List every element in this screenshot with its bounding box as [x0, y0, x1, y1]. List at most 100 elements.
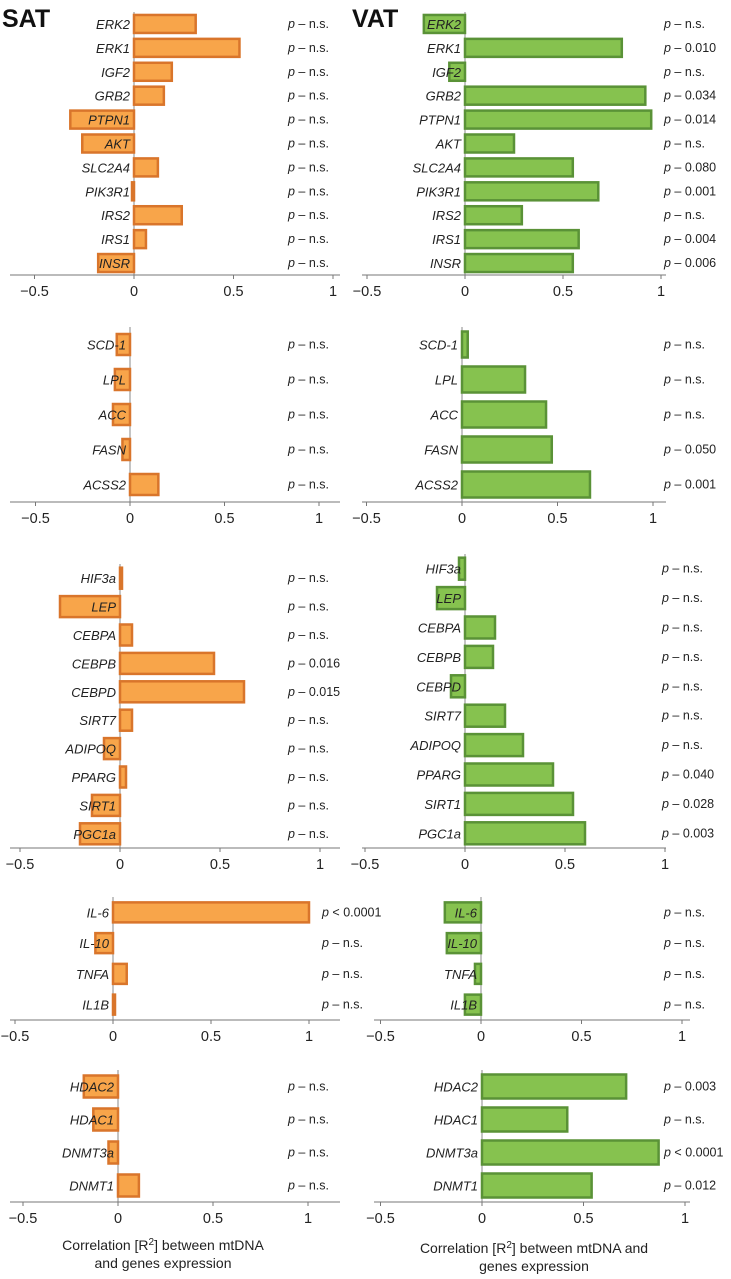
- p-symbol: p: [287, 338, 295, 352]
- p-value-label: p – n.s.: [287, 770, 329, 784]
- bar-tnfa: [111, 962, 128, 986]
- p-symbol: p: [661, 562, 669, 576]
- p-symbol: p: [661, 679, 669, 693]
- gene-label: AKT: [435, 137, 462, 152]
- p-symbol: p: [663, 256, 671, 270]
- p-symbol: p: [287, 89, 295, 103]
- x-tick-label: 0: [461, 284, 469, 300]
- x-tick-label: 1: [678, 1029, 686, 1045]
- p-value-label: p – n.s.: [663, 137, 705, 151]
- p-symbol: p: [663, 184, 671, 198]
- sat-x-axis-label: Correlation [R2] between mtDNA: [62, 1237, 264, 1253]
- p-value-label: p – n.s.: [663, 17, 705, 31]
- p-value: – n.s.: [295, 600, 329, 614]
- bar-pik3r1: [463, 181, 600, 202]
- p-value-label: p < 0.0001: [663, 1146, 723, 1160]
- p-value-label: p – n.s.: [287, 232, 329, 246]
- bar-hif3a: [118, 566, 124, 590]
- gene-label: PPARG: [71, 770, 116, 785]
- x-tick-label: 0.5: [214, 511, 234, 527]
- p-symbol: p: [663, 113, 671, 127]
- p-symbol: p: [661, 591, 669, 605]
- p-value-label: p – n.s.: [287, 113, 329, 127]
- chart-vat-5: −0.5 0 0.5 1 HDAC2 p – 0.003 HDAC1 p – n.s. DNMT…: [366, 1070, 723, 1227]
- p-value: – n.s.: [671, 373, 705, 387]
- p-value: – 0.003: [669, 826, 714, 840]
- p-value-label: p – 0.003: [661, 826, 714, 840]
- vat-title: VAT: [352, 5, 398, 33]
- bar-il-6: [111, 901, 311, 924]
- gene-label: HDAC1: [434, 1113, 478, 1128]
- gene-label: INSR: [430, 256, 461, 271]
- gene-label: HDAC1: [70, 1113, 114, 1128]
- x-tick-label: 0.5: [203, 1211, 223, 1227]
- p-value: – n.s.: [671, 408, 705, 422]
- x-tick-label: 0: [461, 857, 469, 873]
- bar-scd-1: [460, 330, 469, 359]
- p-value-label: p – 0.015: [287, 685, 340, 699]
- bar-dnmt3a: [480, 1139, 660, 1166]
- bar-sirt7: [463, 703, 507, 728]
- p-value-label: p – n.s.: [287, 478, 329, 492]
- gene-label: HIF3a: [81, 571, 116, 586]
- x-tick-label: 0: [477, 1029, 485, 1045]
- bar-lep: [58, 594, 122, 619]
- gene-label: ADIPOQ: [64, 742, 116, 757]
- bar-fasn: [121, 437, 132, 462]
- p-value-label: p – n.s.: [663, 338, 705, 352]
- gene-label: ERK1: [427, 41, 461, 56]
- bar-akt: [81, 133, 136, 154]
- x-tick-label: 1: [329, 284, 337, 300]
- gene-label: GRB2: [426, 89, 462, 104]
- p-value-label: p – n.s.: [663, 905, 705, 919]
- p-value-label: p – n.s.: [287, 713, 329, 727]
- p-value-label: p – 0.034: [663, 89, 716, 103]
- p-symbol: p: [287, 443, 295, 457]
- gene-label: PTPN1: [88, 113, 130, 128]
- bar-igf2: [132, 61, 174, 83]
- x-tick-label: 0: [116, 857, 124, 873]
- p-value-label: p – n.s.: [287, 1179, 329, 1193]
- p-value: – n.s.: [295, 770, 329, 784]
- p-value: – 0.004: [671, 232, 716, 246]
- p-value: – n.s.: [669, 709, 703, 723]
- bar-pgc1a: [78, 822, 122, 846]
- bar-il1b: [463, 993, 483, 1016]
- x-tick-label: −0.5: [21, 511, 50, 527]
- bar-ptpn1: [463, 109, 653, 130]
- p-value: < 0.0001: [329, 905, 382, 919]
- p-value: – 0.003: [671, 1080, 716, 1094]
- p-value: – n.s.: [295, 65, 329, 79]
- bar-dnmt1: [116, 1173, 141, 1198]
- x-tick-label: −0.5: [366, 1211, 395, 1227]
- p-symbol: p: [287, 571, 295, 585]
- p-value-label: p – n.s.: [287, 827, 329, 841]
- p-value-label: p – n.s.: [661, 650, 703, 664]
- bar-erk2: [132, 13, 197, 35]
- p-symbol: p: [287, 656, 295, 670]
- p-value: – n.s.: [295, 827, 329, 841]
- x-tick-label: 0: [458, 511, 466, 527]
- p-value-label: p – 0.001: [663, 478, 716, 492]
- gene-label: IL-6: [87, 905, 110, 920]
- x-tick-label: 0: [114, 1211, 122, 1227]
- chart-vat-4: −0.5 0 0.5 1 IL-6 p – n.s. IL-10 p – n.s. TNFA p …: [366, 897, 705, 1045]
- p-symbol: p: [663, 232, 671, 246]
- chart-sat-2: −0.5 0 0.5 1 SCD-1 p – n.s. LPL p – n.s. ACC p – …: [10, 327, 340, 527]
- x-tick-label: −0.5: [9, 1211, 38, 1227]
- bar-cebpa: [118, 623, 134, 647]
- bar-irs2: [132, 204, 184, 226]
- p-value: – 0.010: [671, 41, 716, 55]
- p-value: – n.s.: [295, 184, 329, 198]
- bar-il-6: [443, 901, 483, 924]
- p-symbol: p: [287, 1113, 295, 1127]
- p-symbol: p: [287, 232, 295, 246]
- p-symbol: p: [663, 65, 671, 79]
- bar-pparg: [118, 765, 128, 789]
- chart-vat-1: −0.5 0 0.5 1 ERK2 p – n.s. ERK1 p – 0.010 IGF2 p …: [353, 12, 716, 300]
- p-value-label: p < 0.0001: [321, 905, 381, 919]
- p-value-label: p – n.s.: [661, 709, 703, 723]
- gene-label: SCD-1: [87, 338, 126, 353]
- gene-label: IRS2: [432, 208, 462, 223]
- gene-label: DNMT1: [69, 1179, 114, 1194]
